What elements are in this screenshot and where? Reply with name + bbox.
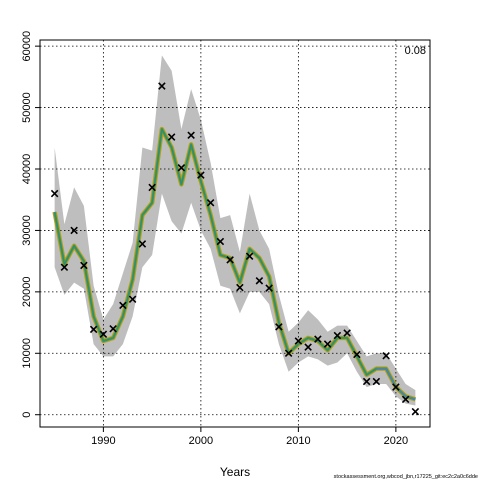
data-point-marker (255, 277, 264, 285)
axis-layer: 1990 2000 2010 2020 0 10000 20000 30000 40000 500… (21, 31, 408, 447)
x-tick-label: 1990 (91, 435, 115, 447)
y-tick-label: 30000 (21, 215, 33, 246)
data-point-marker (148, 183, 156, 192)
annotation-text: 0.08 (405, 45, 426, 57)
x-tick-label: 2000 (189, 435, 213, 447)
data-point-marker (50, 189, 59, 198)
data-point-marker (323, 340, 332, 348)
plot-frame (39, 39, 431, 428)
data-point-marker (128, 295, 137, 303)
x-tick-label: 2010 (286, 435, 310, 447)
data-point-marker (80, 261, 88, 270)
data-point-marker (284, 349, 293, 358)
data-point-marker (245, 252, 254, 260)
data-point-marker (119, 301, 127, 310)
data-point-marker (343, 329, 351, 337)
y-tick-label: 40000 (21, 154, 33, 185)
data-point-marker (401, 395, 410, 404)
data-point-marker (109, 324, 117, 333)
data-point-marker (411, 407, 420, 416)
data-point-marker (294, 337, 303, 345)
data-point-marker (197, 171, 205, 179)
y-tick-label: 20000 (21, 277, 33, 308)
data-point-marker (99, 330, 108, 339)
data-point-marker (187, 131, 195, 139)
y-tick-label: 10000 (21, 338, 33, 369)
data-point-marker (70, 226, 78, 235)
data-point-marker (89, 325, 98, 334)
data-point-marker (372, 377, 381, 386)
data-point-marker (362, 377, 371, 386)
data-point-marker (333, 331, 342, 340)
footer-text: stockassessment.org,wbcod_jbn,r17225_git… (334, 474, 478, 480)
data-point-marker (382, 351, 390, 360)
marker-layer (50, 82, 420, 416)
y-tick-label: 50000 (21, 92, 33, 123)
data-point-marker (304, 343, 312, 351)
x-axis-title: Years (220, 465, 250, 479)
data-point-marker (158, 82, 166, 90)
data-point-marker (226, 256, 234, 264)
x-tick-label: 2020 (384, 435, 408, 447)
data-point-marker (353, 350, 361, 359)
data-point-marker (138, 240, 147, 248)
grid-layer (40, 40, 430, 427)
y-tick-label: 60000 (21, 31, 33, 62)
data-point-marker (236, 283, 244, 292)
data-point-marker (60, 263, 69, 272)
data-point-marker (177, 164, 186, 172)
data-point-marker (167, 133, 176, 141)
data-point-marker (314, 335, 322, 343)
data-point-marker (275, 323, 283, 331)
data-point-marker (265, 284, 273, 292)
data-point-marker (206, 199, 215, 207)
y-tick-label: 0 (21, 412, 33, 418)
data-point-marker (216, 237, 225, 246)
data-point-marker (392, 383, 400, 391)
